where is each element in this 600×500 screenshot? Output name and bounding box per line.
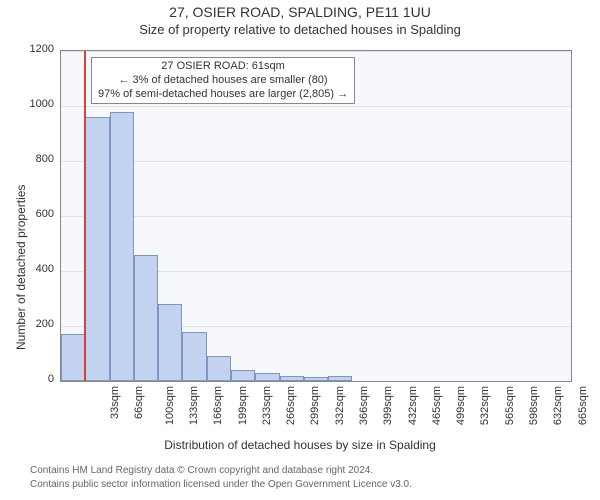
annotation-line: 97% of semi-detached houses are larger (… bbox=[98, 88, 348, 102]
x-tick-label: 366sqm bbox=[358, 386, 370, 425]
histogram-bar bbox=[85, 117, 109, 381]
histogram-bar bbox=[280, 376, 304, 382]
gridline bbox=[61, 106, 571, 107]
x-tick-label: 66sqm bbox=[133, 386, 145, 419]
x-tick-label: 133sqm bbox=[188, 386, 200, 425]
chart-plot-area: 27 OSIER ROAD: 61sqm← 3% of detached hou… bbox=[60, 50, 572, 382]
annotation-box: 27 OSIER ROAD: 61sqm← 3% of detached hou… bbox=[91, 57, 355, 104]
page-subtitle: Size of property relative to detached ho… bbox=[0, 22, 600, 37]
histogram-bar bbox=[304, 377, 328, 381]
x-tick-label: 299sqm bbox=[310, 386, 322, 425]
x-tick-label: 332sqm bbox=[334, 386, 346, 425]
histogram-bar bbox=[231, 370, 255, 381]
x-tick-label: 465sqm bbox=[431, 386, 443, 425]
x-tick-label: 233sqm bbox=[261, 386, 273, 425]
x-tick-label: 532sqm bbox=[480, 386, 492, 425]
histogram-bar bbox=[134, 255, 158, 382]
histogram-bar bbox=[328, 376, 352, 382]
gridline bbox=[61, 161, 571, 162]
histogram-bar bbox=[207, 356, 231, 381]
footer-line-2: Contains public sector information licen… bbox=[30, 479, 412, 490]
property-marker-line bbox=[84, 51, 86, 381]
x-tick-label: 166sqm bbox=[212, 386, 224, 425]
page-title: 27, OSIER ROAD, SPALDING, PE11 1UU bbox=[0, 4, 600, 20]
gridline bbox=[61, 216, 571, 217]
footer-line-1: Contains HM Land Registry data © Crown c… bbox=[30, 465, 373, 476]
histogram-bar bbox=[110, 112, 134, 382]
y-tick-label: 400 bbox=[20, 263, 54, 275]
x-tick-label: 598sqm bbox=[528, 386, 540, 425]
y-tick-label: 0 bbox=[20, 373, 54, 385]
y-tick-label: 1000 bbox=[20, 98, 54, 110]
histogram-bar bbox=[255, 373, 279, 381]
histogram-bar bbox=[182, 332, 206, 382]
y-tick-label: 1200 bbox=[20, 43, 54, 55]
annotation-line: 27 OSIER ROAD: 61sqm bbox=[98, 60, 348, 74]
gridline bbox=[61, 51, 571, 52]
histogram-bar bbox=[61, 334, 85, 381]
y-tick-label: 200 bbox=[20, 318, 54, 330]
x-tick-label: 199sqm bbox=[237, 386, 249, 425]
x-tick-label: 432sqm bbox=[407, 386, 419, 425]
x-tick-label: 33sqm bbox=[109, 386, 121, 419]
y-tick-label: 600 bbox=[20, 208, 54, 220]
x-tick-label: 565sqm bbox=[504, 386, 516, 425]
x-tick-label: 100sqm bbox=[164, 386, 176, 425]
x-tick-label: 399sqm bbox=[382, 386, 394, 425]
annotation-line: ← 3% of detached houses are smaller (80) bbox=[98, 74, 348, 88]
histogram-bar bbox=[158, 304, 182, 381]
x-axis-label: Distribution of detached houses by size … bbox=[0, 438, 600, 452]
x-tick-label: 499sqm bbox=[455, 386, 467, 425]
x-tick-label: 266sqm bbox=[285, 386, 297, 425]
x-tick-label: 665sqm bbox=[577, 386, 589, 425]
x-tick-label: 632sqm bbox=[552, 386, 564, 425]
y-tick-label: 800 bbox=[20, 153, 54, 165]
